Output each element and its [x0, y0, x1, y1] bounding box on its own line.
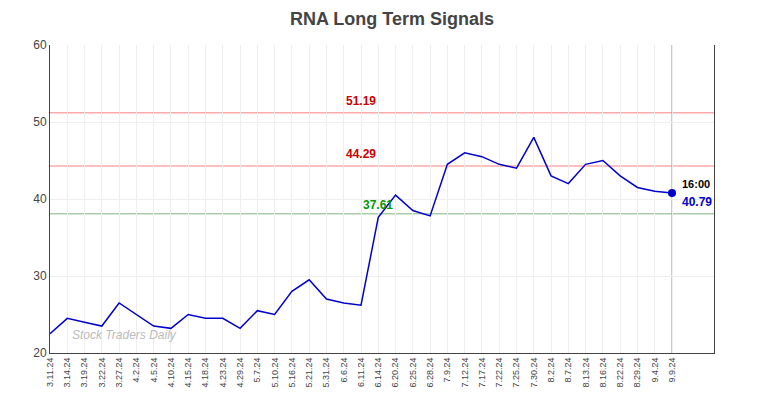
svg-text:50: 50 [33, 115, 47, 129]
svg-text:5.31.24: 5.31.24 [321, 358, 331, 388]
svg-text:7.25.24: 7.25.24 [511, 358, 521, 388]
svg-text:3.14.24: 3.14.24 [62, 358, 72, 388]
svg-text:44.29: 44.29 [346, 147, 376, 161]
svg-text:16:00: 16:00 [682, 178, 710, 190]
svg-text:8.22.24: 8.22.24 [615, 358, 625, 388]
svg-text:6.11.24: 6.11.24 [356, 358, 366, 387]
svg-text:4.18.24: 4.18.24 [200, 358, 210, 388]
svg-text:7.17.24: 7.17.24 [477, 358, 487, 388]
svg-text:60: 60 [33, 38, 47, 52]
svg-text:9.4.24: 9.4.24 [650, 358, 660, 383]
svg-text:3.27.24: 3.27.24 [114, 358, 124, 388]
svg-text:8.2.24: 8.2.24 [546, 358, 556, 383]
svg-text:Stock Traders Daily: Stock Traders Daily [72, 328, 177, 342]
svg-text:3.11.24: 3.11.24 [45, 358, 55, 387]
svg-text:RNA Long Term Signals: RNA Long Term Signals [290, 9, 494, 29]
svg-text:7.30.24: 7.30.24 [529, 358, 539, 388]
svg-text:4.29.24: 4.29.24 [235, 358, 245, 388]
svg-text:4.5.24: 4.5.24 [149, 358, 159, 383]
svg-text:30: 30 [33, 269, 47, 283]
svg-text:4.15.24: 4.15.24 [183, 358, 193, 388]
svg-text:37.61: 37.61 [363, 198, 393, 212]
svg-text:8.7.24: 8.7.24 [563, 358, 573, 383]
svg-text:3.19.24: 3.19.24 [79, 358, 89, 388]
svg-text:40: 40 [33, 192, 47, 206]
svg-text:3.22.24: 3.22.24 [97, 358, 107, 388]
svg-text:9.9.24: 9.9.24 [667, 358, 677, 383]
svg-text:4.2.24: 4.2.24 [131, 358, 141, 383]
svg-text:8.16.24: 8.16.24 [598, 358, 608, 388]
svg-text:6.20.24: 6.20.24 [390, 358, 400, 388]
svg-text:6.25.24: 6.25.24 [408, 358, 418, 388]
svg-text:7.9.24: 7.9.24 [442, 358, 452, 383]
svg-text:5.16.24: 5.16.24 [287, 358, 297, 388]
svg-text:5.10.24: 5.10.24 [270, 358, 280, 388]
svg-text:20: 20 [33, 346, 47, 360]
svg-text:51.19: 51.19 [346, 94, 376, 108]
svg-text:6.6.24: 6.6.24 [339, 358, 349, 383]
svg-text:5.21.24: 5.21.24 [304, 358, 314, 388]
svg-text:40.79: 40.79 [682, 195, 712, 209]
svg-text:4.23.24: 4.23.24 [218, 358, 228, 388]
svg-text:6.14.24: 6.14.24 [373, 358, 383, 388]
svg-text:6.28.24: 6.28.24 [425, 358, 435, 388]
svg-text:4.10.24: 4.10.24 [166, 358, 176, 388]
svg-text:8.29.24: 8.29.24 [632, 358, 642, 388]
svg-text:5.7.24: 5.7.24 [252, 358, 262, 383]
svg-text:8.13.24: 8.13.24 [581, 358, 591, 388]
svg-text:7.22.24: 7.22.24 [494, 358, 504, 388]
svg-text:7.12.24: 7.12.24 [460, 358, 470, 388]
